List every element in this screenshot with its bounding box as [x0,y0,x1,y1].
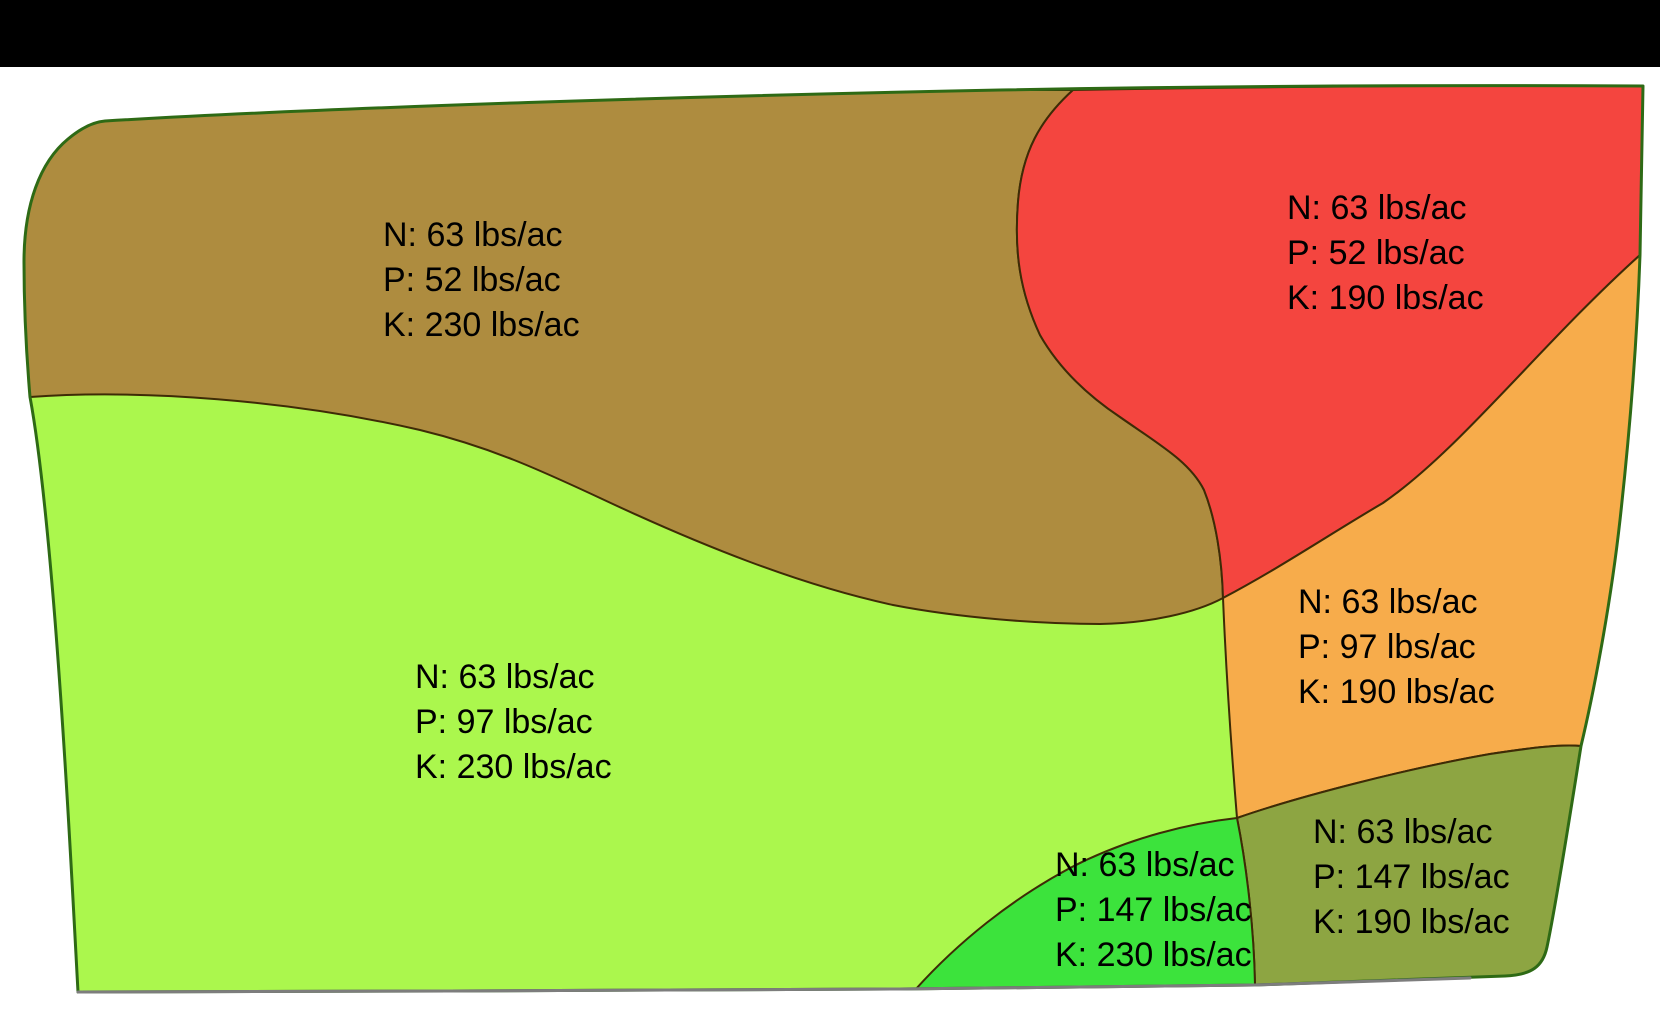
zone-label-east-orange: N: 63 lbs/ac P: 97 lbs/ac K: 190 lbs/ac [1298,580,1495,715]
label-line-n: N: 63 lbs/ac [1313,813,1493,851]
label-line-k: K: 190 lbs/ac [1313,903,1510,941]
zone-label-northeast-red: N: 63 lbs/ac P: 52 lbs/ac K: 190 lbs/ac [1287,186,1484,321]
zone-label-northwest-brown: N: 63 lbs/ac P: 52 lbs/ac K: 230 lbs/ac [383,213,580,348]
label-line-k: K: 190 lbs/ac [1287,279,1484,317]
label-line-n: N: 63 lbs/ac [1287,189,1467,227]
zone-label-southeast-olive: N: 63 lbs/ac P: 147 lbs/ac K: 190 lbs/ac [1313,810,1510,945]
label-line-p: P: 147 lbs/ac [1055,891,1252,929]
zone-south-bright-green-region [914,817,1256,991]
label-line-k: K: 230 lbs/ac [415,748,612,786]
label-line-k: K: 190 lbs/ac [1298,673,1495,711]
label-line-p: P: 97 lbs/ac [1298,628,1476,666]
field-bottom-edge [76,976,1472,994]
label-line-n: N: 63 lbs/ac [383,216,563,254]
zone-label-south-bright-green: N: 63 lbs/ac P: 147 lbs/ac K: 230 lbs/ac [1055,843,1252,978]
label-line-p: P: 147 lbs/ac [1313,858,1510,896]
label-line-n: N: 63 lbs/ac [1298,583,1478,621]
label-line-k: K: 230 lbs/ac [383,306,580,344]
label-line-p: P: 97 lbs/ac [415,703,593,741]
zone-label-west-light-green: N: 63 lbs/ac P: 97 lbs/ac K: 230 lbs/ac [415,655,612,790]
label-line-p: P: 52 lbs/ac [383,261,561,299]
label-line-n: N: 63 lbs/ac [415,658,595,696]
field-outline [22,84,1645,994]
top-black-bar [0,0,1660,67]
label-line-p: P: 52 lbs/ac [1287,234,1465,272]
label-line-n: N: 63 lbs/ac [1055,846,1235,884]
label-line-k: K: 230 lbs/ac [1055,936,1252,974]
